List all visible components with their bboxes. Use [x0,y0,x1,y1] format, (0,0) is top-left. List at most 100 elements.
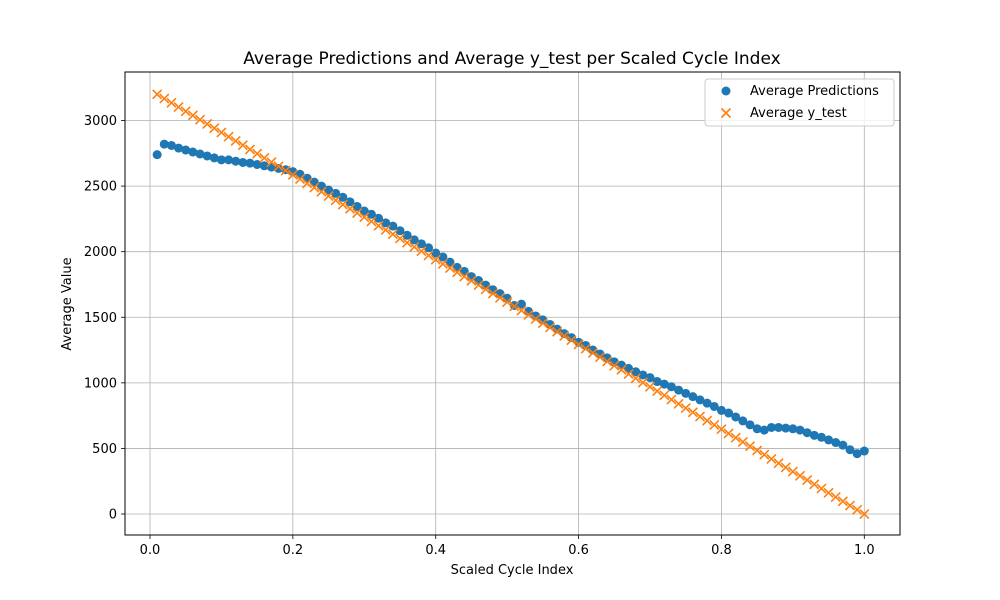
prediction-point [531,311,541,321]
y-test-point [216,127,227,138]
y-test-point-stroke [480,284,491,295]
y-test-point [287,169,298,180]
y-test-point-stroke [473,280,484,291]
prediction-point [181,145,191,155]
prediction-point [724,408,734,418]
y-test-point [316,186,327,197]
y-test-point-stroke [344,203,356,214]
y-test-point [609,360,620,371]
y-tick-label: 1000 [84,376,117,391]
x-tick-label: 1.0 [854,543,875,558]
y-test-point-stroke [830,491,841,503]
prediction-point [702,398,712,408]
y-test-point-stroke [594,352,606,363]
y-test-point [737,436,748,448]
y-test-point [630,373,641,384]
y-test-point-stroke [787,466,798,477]
x-tick-label: 0.6 [568,543,589,558]
y-test-point [523,309,534,320]
x-tick-label: 0.0 [140,543,161,558]
prediction-point [645,373,655,383]
y-test-point-stroke [780,462,791,473]
y-test-point [759,449,770,460]
y-test-point [687,407,698,418]
y-test-point-stroke [687,407,698,418]
y-test-point-stroke [437,258,448,269]
y-test-point [652,386,663,397]
prediction-point [416,239,426,249]
y-test-point [466,275,477,286]
y-test-point-stroke [694,411,706,422]
y-test-point [416,246,427,257]
prediction-point [681,388,691,398]
y-test-point-stroke [373,220,384,231]
y-test-point-stroke [352,207,363,219]
y-test-point-stroke [730,432,741,443]
y-test-point [259,152,270,163]
y-test-point [173,101,184,113]
y-tick-label: 3000 [84,114,117,129]
prediction-point [759,425,769,435]
y-test-point-stroke [644,381,656,392]
y-test-point [809,479,820,490]
y-test-point-stroke [216,127,227,138]
y-test-point [566,335,577,346]
y-test-point-stroke [180,106,191,117]
prediction-point [659,379,669,389]
y-test-point-stroke [444,263,456,274]
y-test-point-stroke [187,110,198,121]
y-test-point [559,330,570,342]
prediction-point [688,392,698,402]
x-tick-label: 0.8 [711,543,732,558]
y-test-point [702,415,713,426]
y-test-point-stroke [759,449,770,460]
prediction-point [745,420,755,430]
prediction-point [395,226,405,236]
y-test-point-stroke [530,313,541,325]
y-test-point-stroke [552,326,563,337]
y-test-point [430,254,441,265]
y-test-point [244,144,256,155]
prediction-point [252,159,262,169]
y-test-point [587,347,598,358]
y-test-point-stroke [416,246,427,257]
y-test-point-stroke [209,123,220,134]
y-test-point [616,364,627,375]
legend-marker-predictions [721,86,731,96]
y-test-point [294,174,306,185]
y-test-point-stroke [673,398,684,409]
y-test-point-stroke [544,322,556,333]
prediction-point [159,139,169,149]
y-test-point-stroke [837,496,848,507]
y-test-point [637,377,648,388]
y-test-point [402,237,413,248]
y-test-point-stroke [559,330,570,342]
prediction-point [516,299,526,309]
y-test-point-stroke [409,241,420,252]
y-test-point [480,284,491,295]
y-test-point [573,339,584,350]
prediction-point [338,192,348,202]
y-test-point [852,504,863,515]
y-test-point [209,123,220,134]
y-test-point-stroke [294,174,306,185]
y-test-point [359,212,370,223]
y-test-point-stroke [587,347,598,358]
y-test-point [659,390,670,401]
y-test-point-stroke [573,339,584,350]
y-test-point [744,441,756,452]
y-test-point [552,326,563,337]
legend-box [704,78,895,127]
y-test-point [794,470,806,481]
y-test-point-stroke [273,161,284,172]
y-test-point [502,296,513,308]
y-test-point-stroke [337,199,348,210]
y-test-point-stroke [616,364,627,375]
y-test-point-stroke [794,470,806,481]
prediction-point [174,143,184,153]
prediction-point [845,445,855,455]
prediction-point [366,209,376,219]
y-test-point-stroke [566,335,577,346]
y-test-point-stroke [402,237,413,248]
